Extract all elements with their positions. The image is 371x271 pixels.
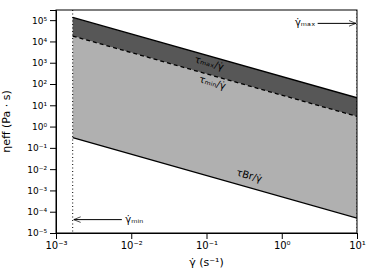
tick: 10⁻² xyxy=(121,233,143,251)
annotation-label: γ̇ₘₐₓ xyxy=(295,17,316,28)
tick-mark xyxy=(50,63,56,64)
tick-label: 10⁻⁵ xyxy=(27,228,47,238)
tick-label: 10⁻³ xyxy=(27,186,47,196)
tick-mark xyxy=(207,233,208,239)
tick-label: 10⁻⁴ xyxy=(27,207,47,217)
plot-frame xyxy=(56,10,357,233)
tick-mark xyxy=(282,233,283,239)
tick-label: 10⁴ xyxy=(32,37,47,47)
line xyxy=(73,138,357,218)
tick-label: 10⁻² xyxy=(27,165,47,175)
tick-mark xyxy=(50,169,56,170)
tick-mark xyxy=(50,41,56,42)
area-band xyxy=(73,36,357,218)
tick: 10¹ xyxy=(349,233,366,251)
tick-mark xyxy=(131,233,132,239)
tick-label: 10⁻¹ xyxy=(196,240,218,251)
tick: 10³ xyxy=(32,58,56,68)
area-band xyxy=(73,17,357,116)
tick-label: 10⁻¹ xyxy=(27,143,47,153)
line-label: τBr/γ̇ xyxy=(235,167,263,185)
axis-line xyxy=(57,234,358,240)
tick-mark xyxy=(50,212,56,213)
tick: 10⁰ xyxy=(274,233,291,251)
chart-svg: 10⁻³10⁻²10⁻¹10⁰10¹10⁻⁵10⁻⁴10⁻³10⁻²10⁻¹10… xyxy=(0,0,371,271)
tick-mark xyxy=(357,233,358,239)
tick: 10⁻³ xyxy=(45,233,67,251)
annotation-arrow xyxy=(74,219,122,220)
tick: 10⁰ xyxy=(32,122,56,132)
tick: 10⁻¹ xyxy=(27,143,56,153)
line xyxy=(73,36,357,116)
line-label: τₘₐₓ/γ̇ xyxy=(193,54,225,73)
tick: 10⁴ xyxy=(32,37,56,47)
vertical-line xyxy=(72,10,73,233)
tick-label: 10⁻³ xyxy=(45,240,67,251)
tick-label: 10⁵ xyxy=(32,16,47,26)
chart-area: 10⁻³10⁻²10⁻¹10⁰10¹10⁻⁵10⁻⁴10⁻³10⁻²10⁻¹10… xyxy=(0,10,366,269)
tick-label: 10³ xyxy=(32,58,47,68)
tick-label: 10⁰ xyxy=(32,122,47,132)
y-axis: 10⁻⁵ 10⁻⁴ 10⁻³ 10⁻² 10⁻¹ 10⁰ 10¹ 10² 10³ 10⁴ 10⁵ xyxy=(27,11,56,239)
tick: 10¹ xyxy=(32,101,56,111)
annotation-arrow xyxy=(318,23,356,24)
annotations: τₘₐₓ/γ̇τₘᵢₙ/γ̇ τBr/γ̇ γ̇ₘₐₓ γ̇ₘᵢₙ xyxy=(74,17,356,224)
tick-label: 10¹ xyxy=(349,240,366,251)
tick: 10⁻³ xyxy=(27,186,56,196)
plot-marks xyxy=(73,10,357,233)
tick-mark xyxy=(50,84,56,85)
tick-mark xyxy=(50,105,56,106)
tick: 10⁻¹ xyxy=(196,233,218,251)
tick: 10⁻² xyxy=(27,165,56,175)
tick: 10⁻⁴ xyxy=(27,207,56,217)
tick-label: 10⁻² xyxy=(121,240,143,251)
y-axis-title: ηeff (Pa · s) xyxy=(0,90,13,153)
tick-label: 10² xyxy=(32,79,47,89)
tick-label: 10¹ xyxy=(32,101,47,111)
tick-label: 10⁰ xyxy=(274,240,291,251)
x-axis: 10⁻³ 10⁻² 10⁻¹ 10⁰ 10¹ xyxy=(45,233,365,251)
tick: 10⁻⁵ xyxy=(27,228,56,238)
tick-mark xyxy=(50,20,56,21)
tick: 10² xyxy=(32,79,56,89)
tick-mark xyxy=(50,233,56,234)
line-label: τₘᵢₙ/γ̇ xyxy=(198,73,227,91)
x-axis-title: γ̇ (s⁻¹) xyxy=(189,256,224,269)
line xyxy=(73,17,357,97)
tick-mark xyxy=(50,148,56,149)
tick: 10⁵ xyxy=(32,16,56,26)
annotation-label: γ̇ₘᵢₙ xyxy=(125,214,143,225)
tick-mark xyxy=(50,127,56,128)
tick-mark xyxy=(50,190,56,191)
